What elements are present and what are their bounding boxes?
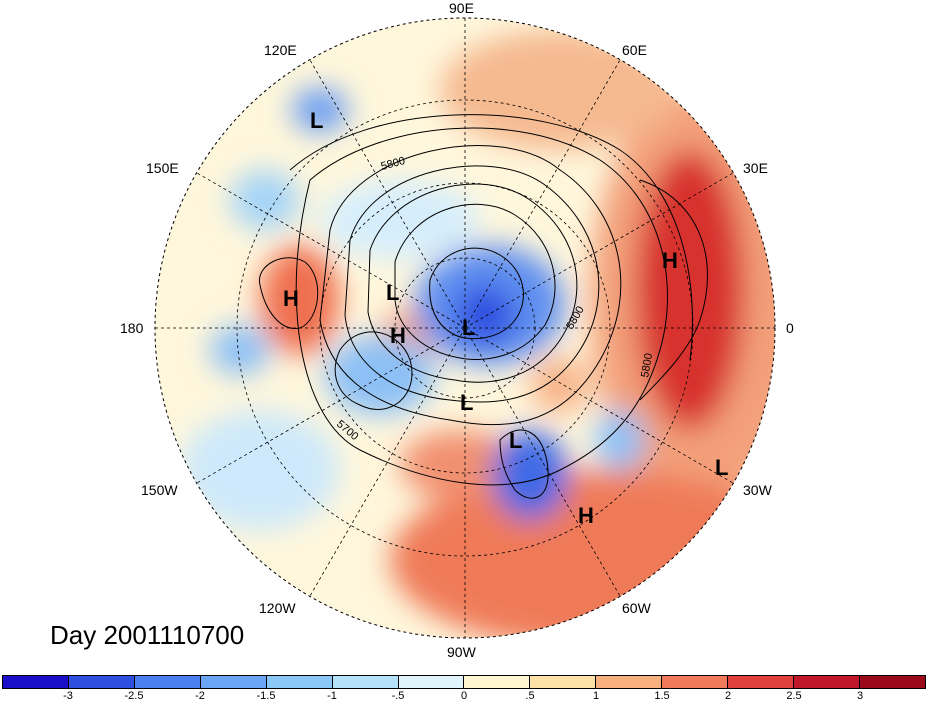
lon-label-60w: 60W: [622, 600, 651, 616]
lon-label-180: 180: [120, 320, 144, 336]
colorbar-tick-label: -.5: [391, 690, 405, 702]
colorbar-tick-label: 1: [592, 690, 600, 702]
anomaly-field: [155, 18, 775, 638]
low-pressure-center: L: [715, 455, 728, 480]
colorbar-swatch: [398, 676, 465, 688]
colorbar-tick-label: -1: [327, 690, 337, 702]
lon-label-120w: 120W: [259, 600, 296, 616]
colorbar-tick-label: 2: [724, 690, 732, 702]
colorbar-tick-label: -3: [63, 690, 73, 702]
contour-label: 5800: [639, 352, 655, 378]
anomaly-polar-map: 5800 5700 5800 5800 H H H H L L L L L L: [154, 17, 776, 639]
low-pressure-center: L: [460, 390, 473, 415]
colorbar-tick-label: 1.5: [654, 690, 670, 702]
colorbar-swatch: [266, 676, 333, 688]
colorbar-tick-label: -2: [195, 690, 205, 702]
lon-label-150w: 150W: [141, 482, 178, 498]
low-pressure-center: L: [462, 315, 475, 340]
colorbar-swatch: [68, 676, 135, 688]
colorbar-tick-label: 3: [856, 690, 864, 702]
low-pressure-center: L: [386, 280, 399, 305]
graticule: [155, 18, 775, 638]
map-title: Day 2001110700: [50, 620, 245, 650]
colorbar-tick-label: .5: [525, 690, 535, 702]
colorbar-swatch: [662, 676, 729, 688]
colorbar-tick-label: -2.5: [124, 690, 144, 702]
colorbar-swatch: [728, 676, 795, 688]
lon-label-30e: 30E: [743, 160, 768, 176]
colorbar-swatch: [794, 676, 860, 688]
colorbar-swatch: [134, 676, 201, 688]
colorbar-swatch: [596, 676, 663, 688]
high-pressure-center: H: [390, 323, 406, 348]
lon-label-0: 0: [786, 320, 794, 336]
lon-label-30w: 30W: [743, 482, 772, 498]
high-pressure-center: H: [283, 286, 299, 311]
lon-label-90e: 90E: [449, 0, 474, 16]
colorbar-swatch: [859, 676, 925, 688]
low-pressure-center: L: [509, 428, 522, 453]
lon-label-90w: 90W: [447, 644, 476, 660]
colorbar-tick-label: -1.5: [256, 690, 276, 702]
colorbar: [2, 675, 926, 689]
colorbar-swatch: [332, 676, 399, 688]
lon-label-60e: 60E: [622, 42, 647, 58]
colorbar-tick-label: 0: [460, 690, 468, 702]
colorbar-swatch: [3, 676, 69, 688]
high-pressure-center: H: [662, 248, 678, 273]
lon-label-150e: 150E: [146, 160, 179, 176]
lon-label-120e: 120E: [264, 42, 297, 58]
colorbar-swatch: [464, 676, 531, 688]
colorbar-swatch: [530, 676, 597, 688]
low-pressure-center: L: [310, 108, 323, 133]
colorbar-swatch: [200, 676, 267, 688]
colorbar-tick-label: 2.5: [786, 690, 802, 702]
high-pressure-center: H: [578, 503, 594, 528]
map-boundary: [154, 17, 776, 639]
